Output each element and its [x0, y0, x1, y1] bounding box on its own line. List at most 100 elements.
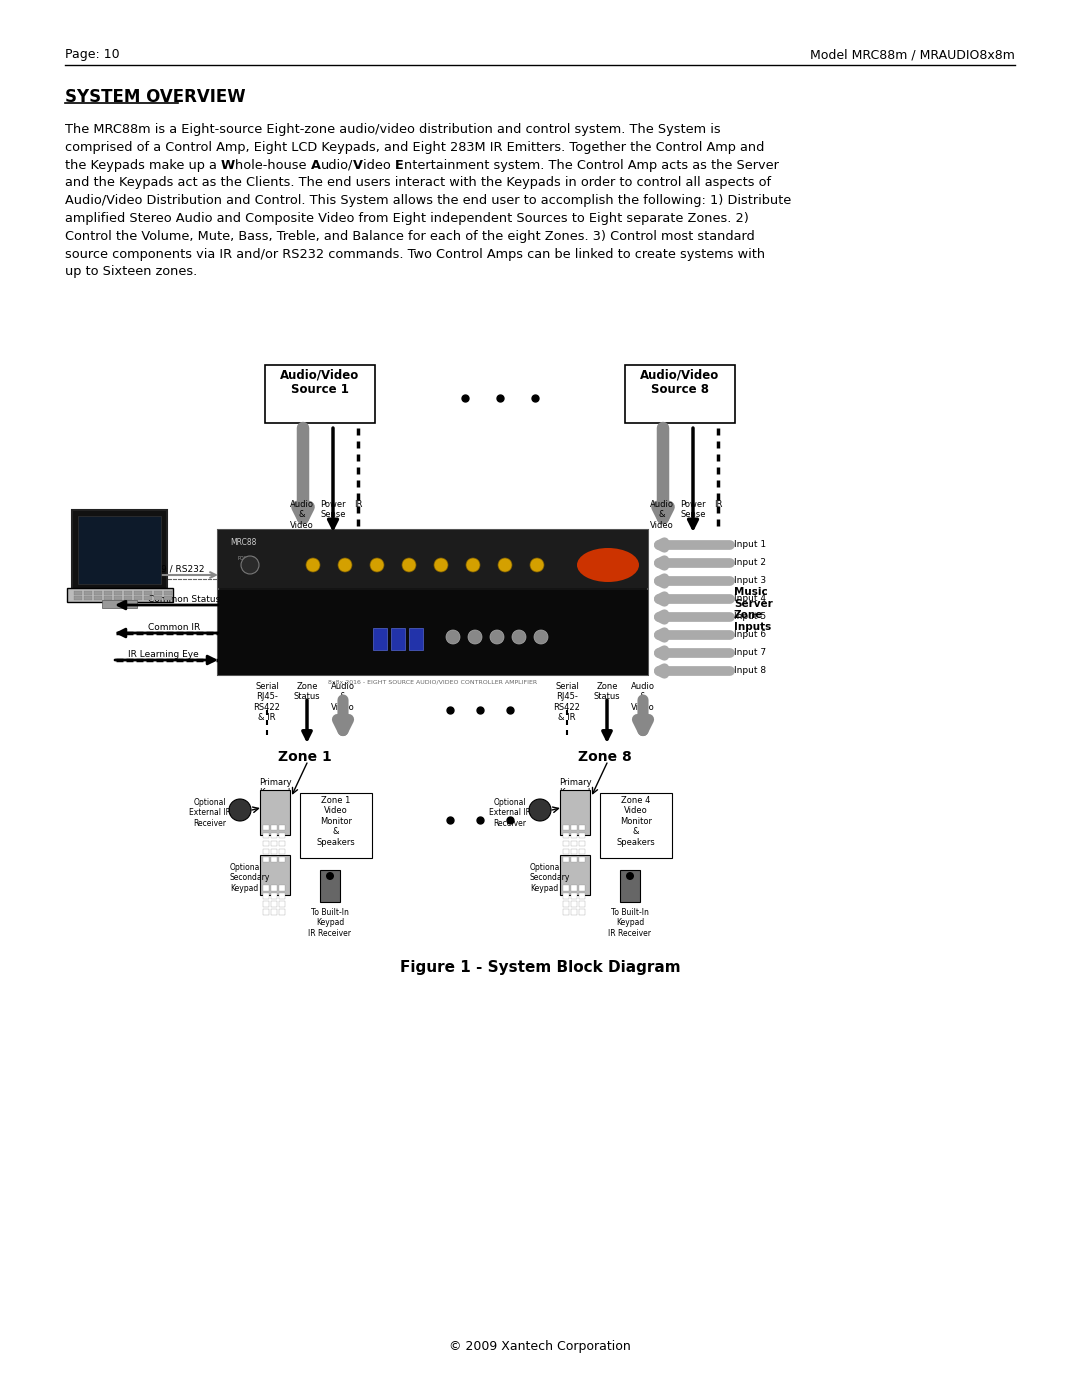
Bar: [271, 849, 276, 854]
Text: Input 5: Input 5: [734, 612, 766, 622]
Text: POWER: POWER: [238, 556, 256, 562]
Bar: [579, 901, 585, 907]
Text: source components via IR and/or RS232 commands. Two Control Amps can be linked t: source components via IR and/or RS232 co…: [65, 247, 765, 261]
Bar: [279, 856, 285, 862]
Text: Zone
Status: Zone Status: [594, 682, 620, 701]
Bar: [218, 529, 648, 588]
Circle shape: [402, 557, 416, 571]
Text: Zone 8: Zone 8: [578, 750, 632, 764]
Bar: [571, 833, 577, 838]
Text: the Keypads make up a: the Keypads make up a: [65, 159, 221, 172]
Text: Audio/Video Distribution and Control. This System allows the end user to accompl: Audio/Video Distribution and Control. Th…: [65, 194, 792, 207]
Bar: [271, 841, 276, 847]
Bar: [144, 597, 152, 599]
Bar: [75, 597, 82, 599]
Bar: [264, 833, 269, 838]
Bar: [164, 591, 172, 595]
Circle shape: [530, 557, 544, 571]
Bar: [154, 597, 162, 599]
Bar: [271, 909, 276, 915]
Text: Zone
Status: Zone Status: [294, 682, 321, 701]
Bar: [279, 833, 285, 838]
Text: amplified Stereo Audio and Composite Video from Eight independent Sources to Eig: amplified Stereo Audio and Composite Vid…: [65, 212, 748, 225]
Bar: [571, 901, 577, 907]
Text: Optional
Secondary
Keypad: Optional Secondary Keypad: [530, 863, 570, 893]
Text: © 2009 Xantech Corporation: © 2009 Xantech Corporation: [449, 1340, 631, 1354]
Text: Input 4: Input 4: [734, 594, 766, 604]
Text: Source 8: Source 8: [651, 383, 708, 395]
Bar: [579, 841, 585, 847]
Text: comprised of a Control Amp, Eight LCD Keypads, and Eight 283M IR Emitters. Toget: comprised of a Control Amp, Eight LCD Ke…: [65, 141, 765, 154]
Text: Power
Sense: Power Sense: [320, 500, 346, 520]
Text: and the Keypads act as the Clients. The end users interact with the Keypads in o: and the Keypads act as the Clients. The …: [65, 176, 771, 190]
Text: Audio
&
Video: Audio & Video: [631, 682, 654, 712]
Text: xantech: xantech: [593, 557, 623, 566]
Circle shape: [512, 630, 526, 644]
Bar: [271, 893, 276, 900]
Bar: [72, 510, 167, 590]
Bar: [563, 841, 569, 847]
Bar: [144, 591, 152, 595]
Bar: [164, 597, 172, 599]
Bar: [94, 597, 102, 599]
Bar: [264, 893, 269, 900]
Circle shape: [490, 630, 504, 644]
Bar: [264, 856, 269, 862]
Text: Optional
External IR
Receiver: Optional External IR Receiver: [189, 798, 231, 828]
Text: Primary
Keypad: Primary Keypad: [259, 778, 292, 798]
Bar: [563, 849, 569, 854]
Bar: [271, 856, 276, 862]
Bar: [279, 841, 285, 847]
Text: To Built-In
Keypad
IR Receiver: To Built-In Keypad IR Receiver: [309, 908, 351, 937]
Text: Input 2: Input 2: [734, 557, 766, 567]
Bar: [373, 629, 387, 650]
Bar: [265, 365, 375, 423]
Text: DB9 / RS232: DB9 / RS232: [148, 564, 204, 574]
Circle shape: [338, 557, 352, 571]
Bar: [264, 826, 269, 830]
Bar: [571, 841, 577, 847]
Bar: [571, 893, 577, 900]
Text: Audio
&
Video: Audio & Video: [330, 682, 355, 712]
Circle shape: [326, 872, 334, 880]
Bar: [264, 886, 269, 891]
Bar: [563, 826, 569, 830]
Bar: [579, 833, 585, 838]
Circle shape: [229, 799, 251, 821]
Text: Input 8: Input 8: [734, 666, 766, 675]
Text: To Built-In
Keypad
IR Receiver: To Built-In Keypad IR Receiver: [608, 908, 651, 937]
Text: Audio/Video: Audio/Video: [640, 369, 719, 381]
Text: Common IR: Common IR: [148, 623, 200, 631]
Text: IR: IR: [714, 500, 723, 509]
Text: Audio/Video: Audio/Video: [281, 369, 360, 381]
Text: Page: 10: Page: 10: [65, 47, 120, 61]
Bar: [104, 591, 112, 595]
Circle shape: [370, 557, 384, 571]
Text: IR: IR: [354, 500, 362, 509]
Circle shape: [446, 630, 460, 644]
Text: Power
Sense: Power Sense: [680, 500, 706, 520]
Bar: [154, 591, 162, 595]
Circle shape: [529, 799, 551, 821]
Circle shape: [498, 557, 512, 571]
Bar: [571, 909, 577, 915]
Text: udio/: udio/: [321, 159, 353, 172]
Bar: [579, 849, 585, 854]
Circle shape: [534, 630, 548, 644]
Text: SYSTEM OVERVIEW: SYSTEM OVERVIEW: [65, 88, 245, 106]
Text: W: W: [221, 159, 235, 172]
Bar: [271, 901, 276, 907]
Text: Input 6: Input 6: [734, 630, 766, 638]
Bar: [579, 893, 585, 900]
Bar: [561, 789, 590, 835]
Text: Source 1: Source 1: [292, 383, 349, 395]
Bar: [279, 849, 285, 854]
Circle shape: [434, 557, 448, 571]
Bar: [264, 841, 269, 847]
Bar: [279, 893, 285, 900]
Text: E: E: [395, 159, 404, 172]
Bar: [134, 597, 141, 599]
Bar: [271, 886, 276, 891]
Bar: [67, 588, 173, 602]
Circle shape: [626, 872, 634, 880]
